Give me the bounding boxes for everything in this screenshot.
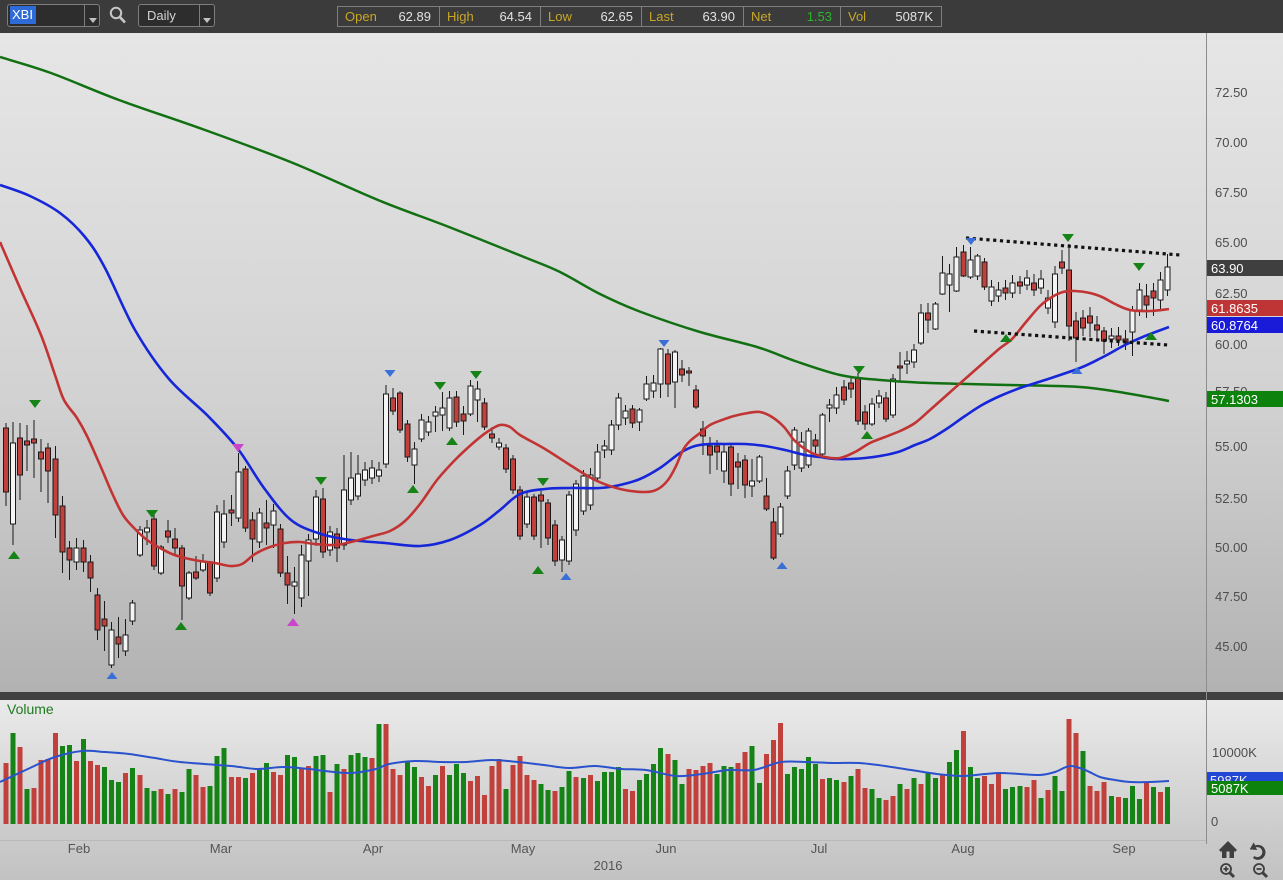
- svg-text:Mar: Mar: [210, 841, 233, 856]
- svg-text:Apr: Apr: [363, 841, 384, 856]
- svg-text:65.00: 65.00: [1215, 235, 1248, 250]
- svg-text:70.00: 70.00: [1215, 135, 1248, 150]
- svg-text:10000K: 10000K: [1212, 745, 1257, 760]
- svg-text:May: May: [511, 841, 536, 856]
- svg-text:0: 0: [1211, 814, 1218, 829]
- svg-text:61.8635: 61.8635: [1211, 301, 1258, 316]
- svg-text:63.90: 63.90: [1211, 261, 1244, 276]
- svg-text:72.50: 72.50: [1215, 85, 1248, 100]
- svg-text:Volume: Volume: [7, 701, 54, 717]
- svg-text:52.50: 52.50: [1215, 491, 1248, 506]
- svg-text:57.1303: 57.1303: [1211, 392, 1258, 407]
- svg-text:2016: 2016: [594, 858, 623, 873]
- svg-text:Aug: Aug: [951, 841, 974, 856]
- svg-text:60.8764: 60.8764: [1211, 318, 1258, 333]
- svg-text:45.00: 45.00: [1215, 639, 1248, 654]
- svg-text:50.00: 50.00: [1215, 540, 1248, 555]
- svg-text:Sep: Sep: [1112, 841, 1135, 856]
- svg-text:Jun: Jun: [656, 841, 677, 856]
- svg-text:Feb: Feb: [68, 841, 90, 856]
- svg-text:55.00: 55.00: [1215, 439, 1248, 454]
- svg-text:62.50: 62.50: [1215, 286, 1248, 301]
- svg-text:67.50: 67.50: [1215, 185, 1248, 200]
- svg-text:60.00: 60.00: [1215, 337, 1248, 352]
- svg-text:Jul: Jul: [811, 841, 828, 856]
- svg-text:47.50: 47.50: [1215, 589, 1248, 604]
- svg-text:5087K: 5087K: [1211, 781, 1249, 796]
